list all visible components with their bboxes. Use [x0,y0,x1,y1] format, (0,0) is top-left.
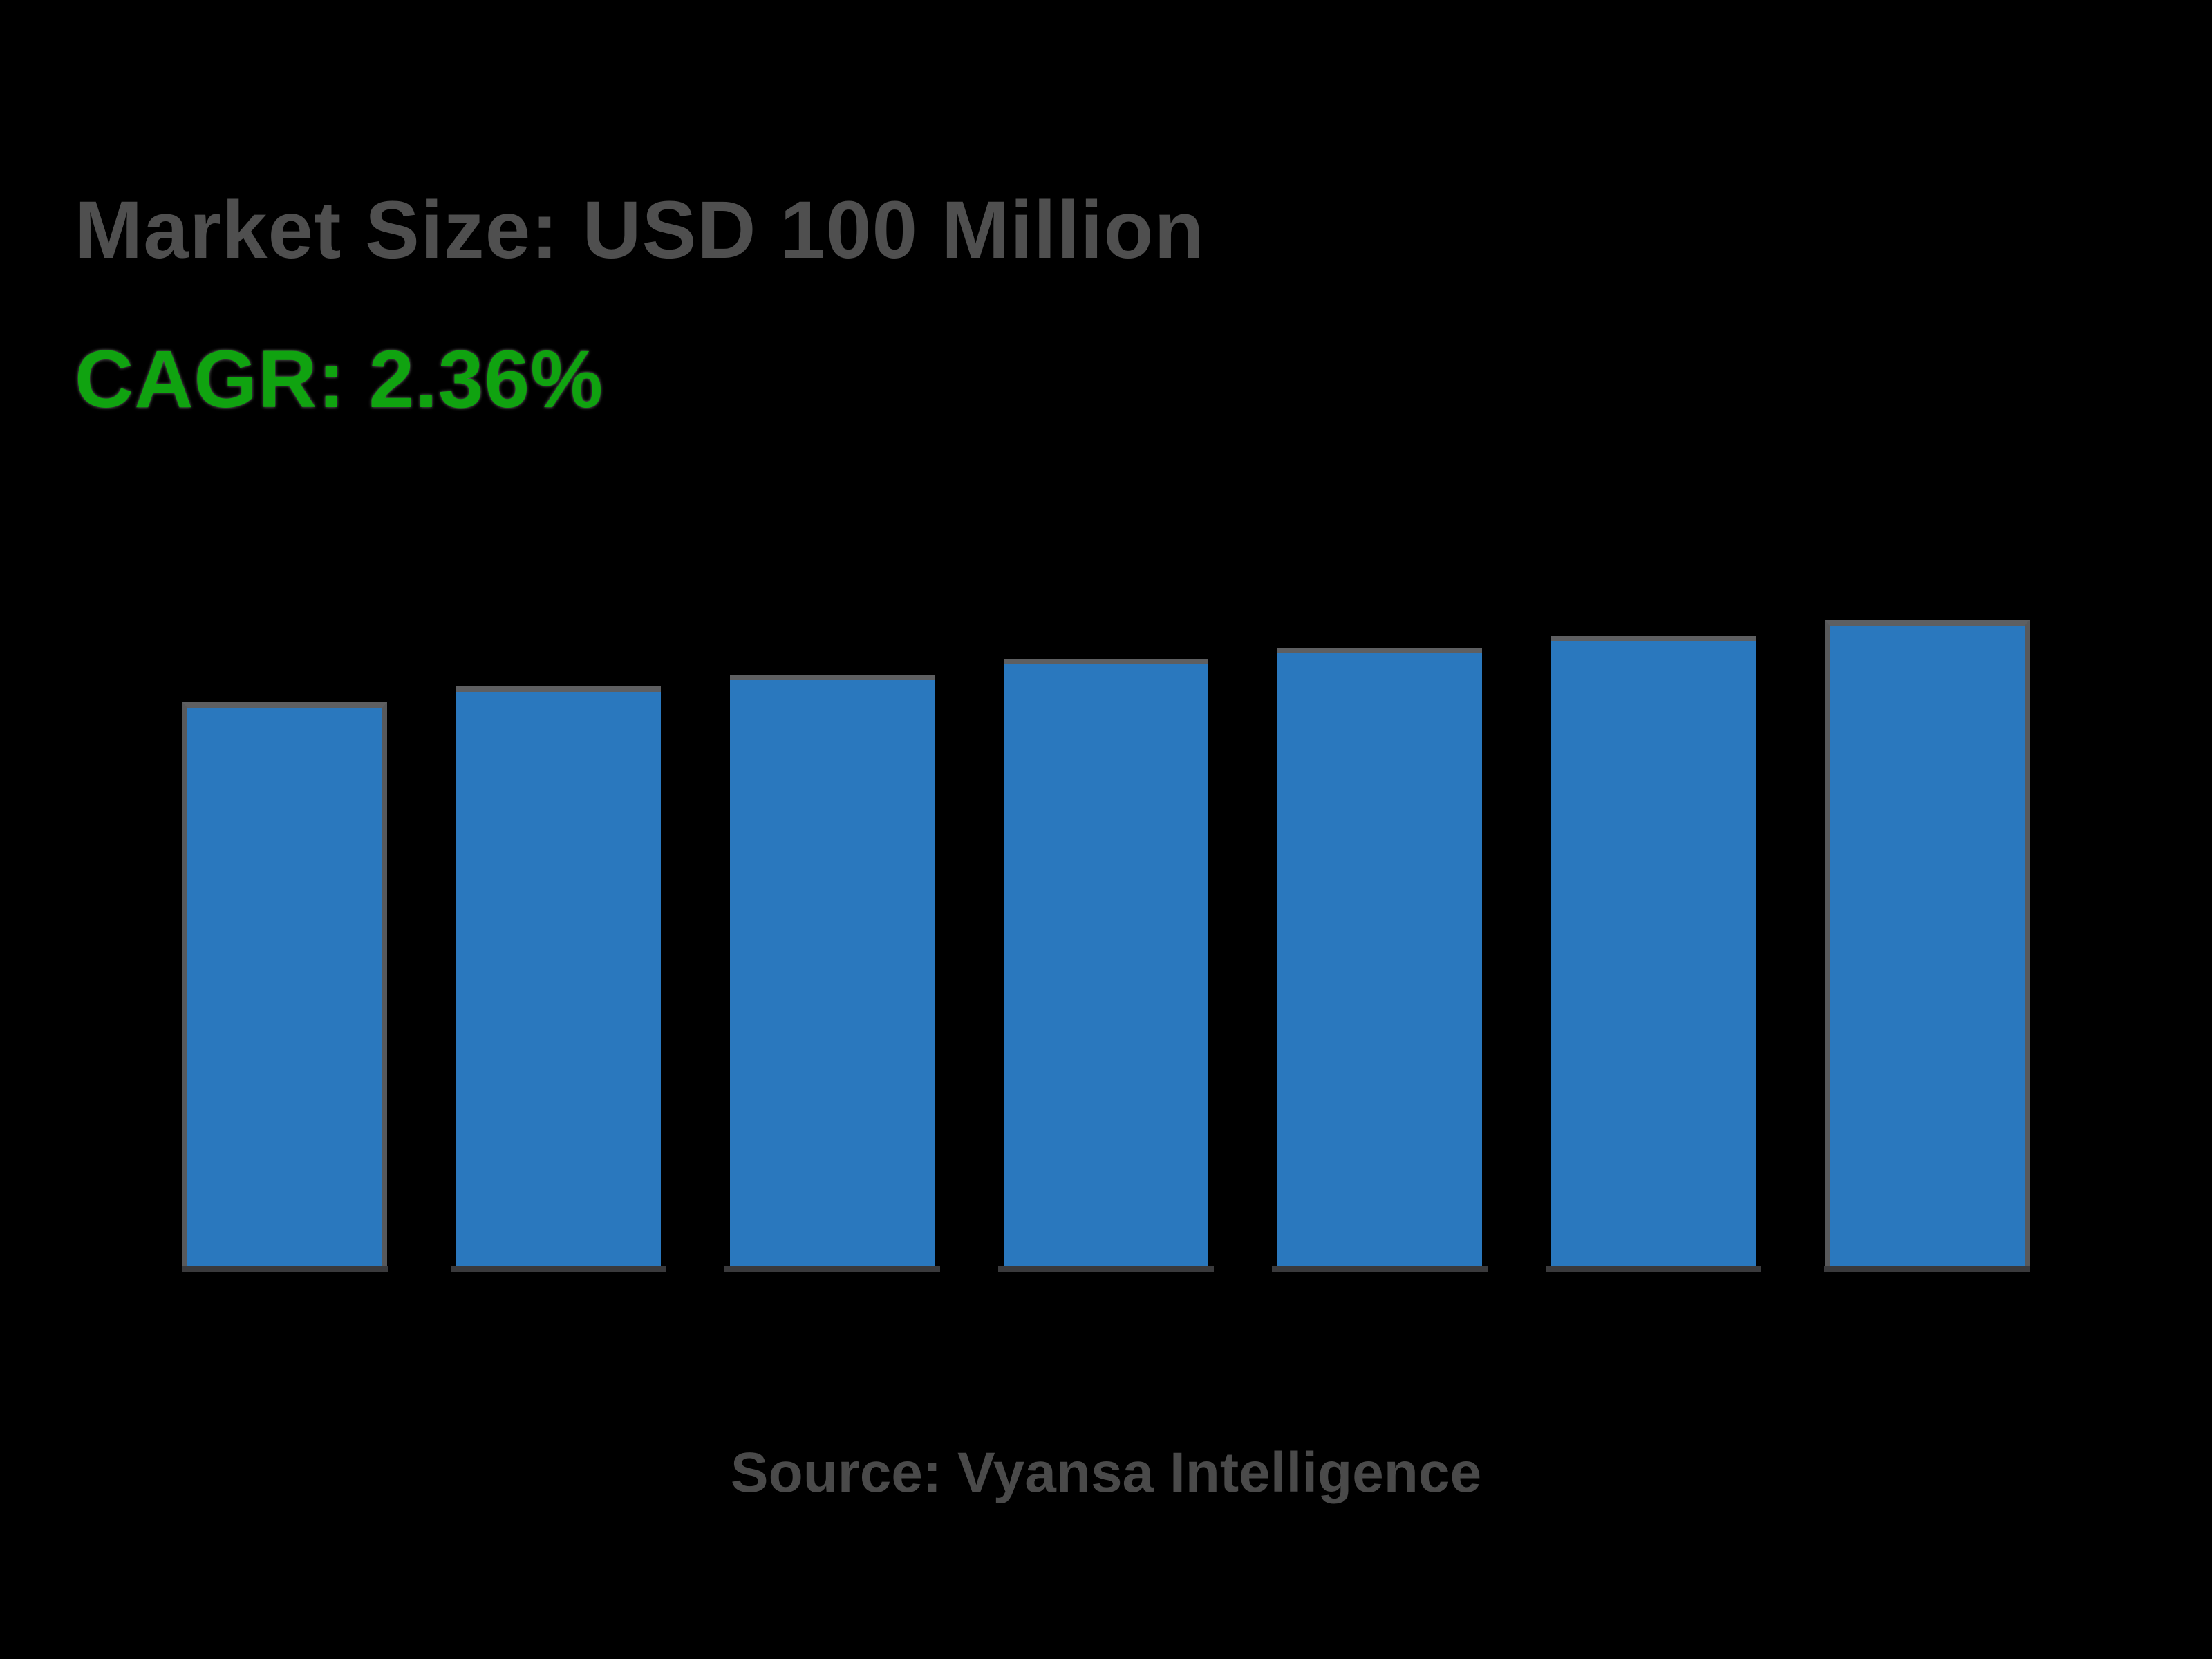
bar [998,659,1214,1272]
bar [451,686,666,1272]
bar [1824,620,2030,1272]
market-size-title: Market Size: USD 100 Million [75,185,1205,276]
bar [1272,648,1488,1272]
source-caption: Source: Vyansa Intelligence [730,1441,1482,1504]
bar [724,675,940,1272]
bar [182,702,388,1272]
bar [1546,636,1761,1272]
cagr-label: CAGR: 2.36% [75,334,604,425]
bar-chart [182,615,2030,1272]
